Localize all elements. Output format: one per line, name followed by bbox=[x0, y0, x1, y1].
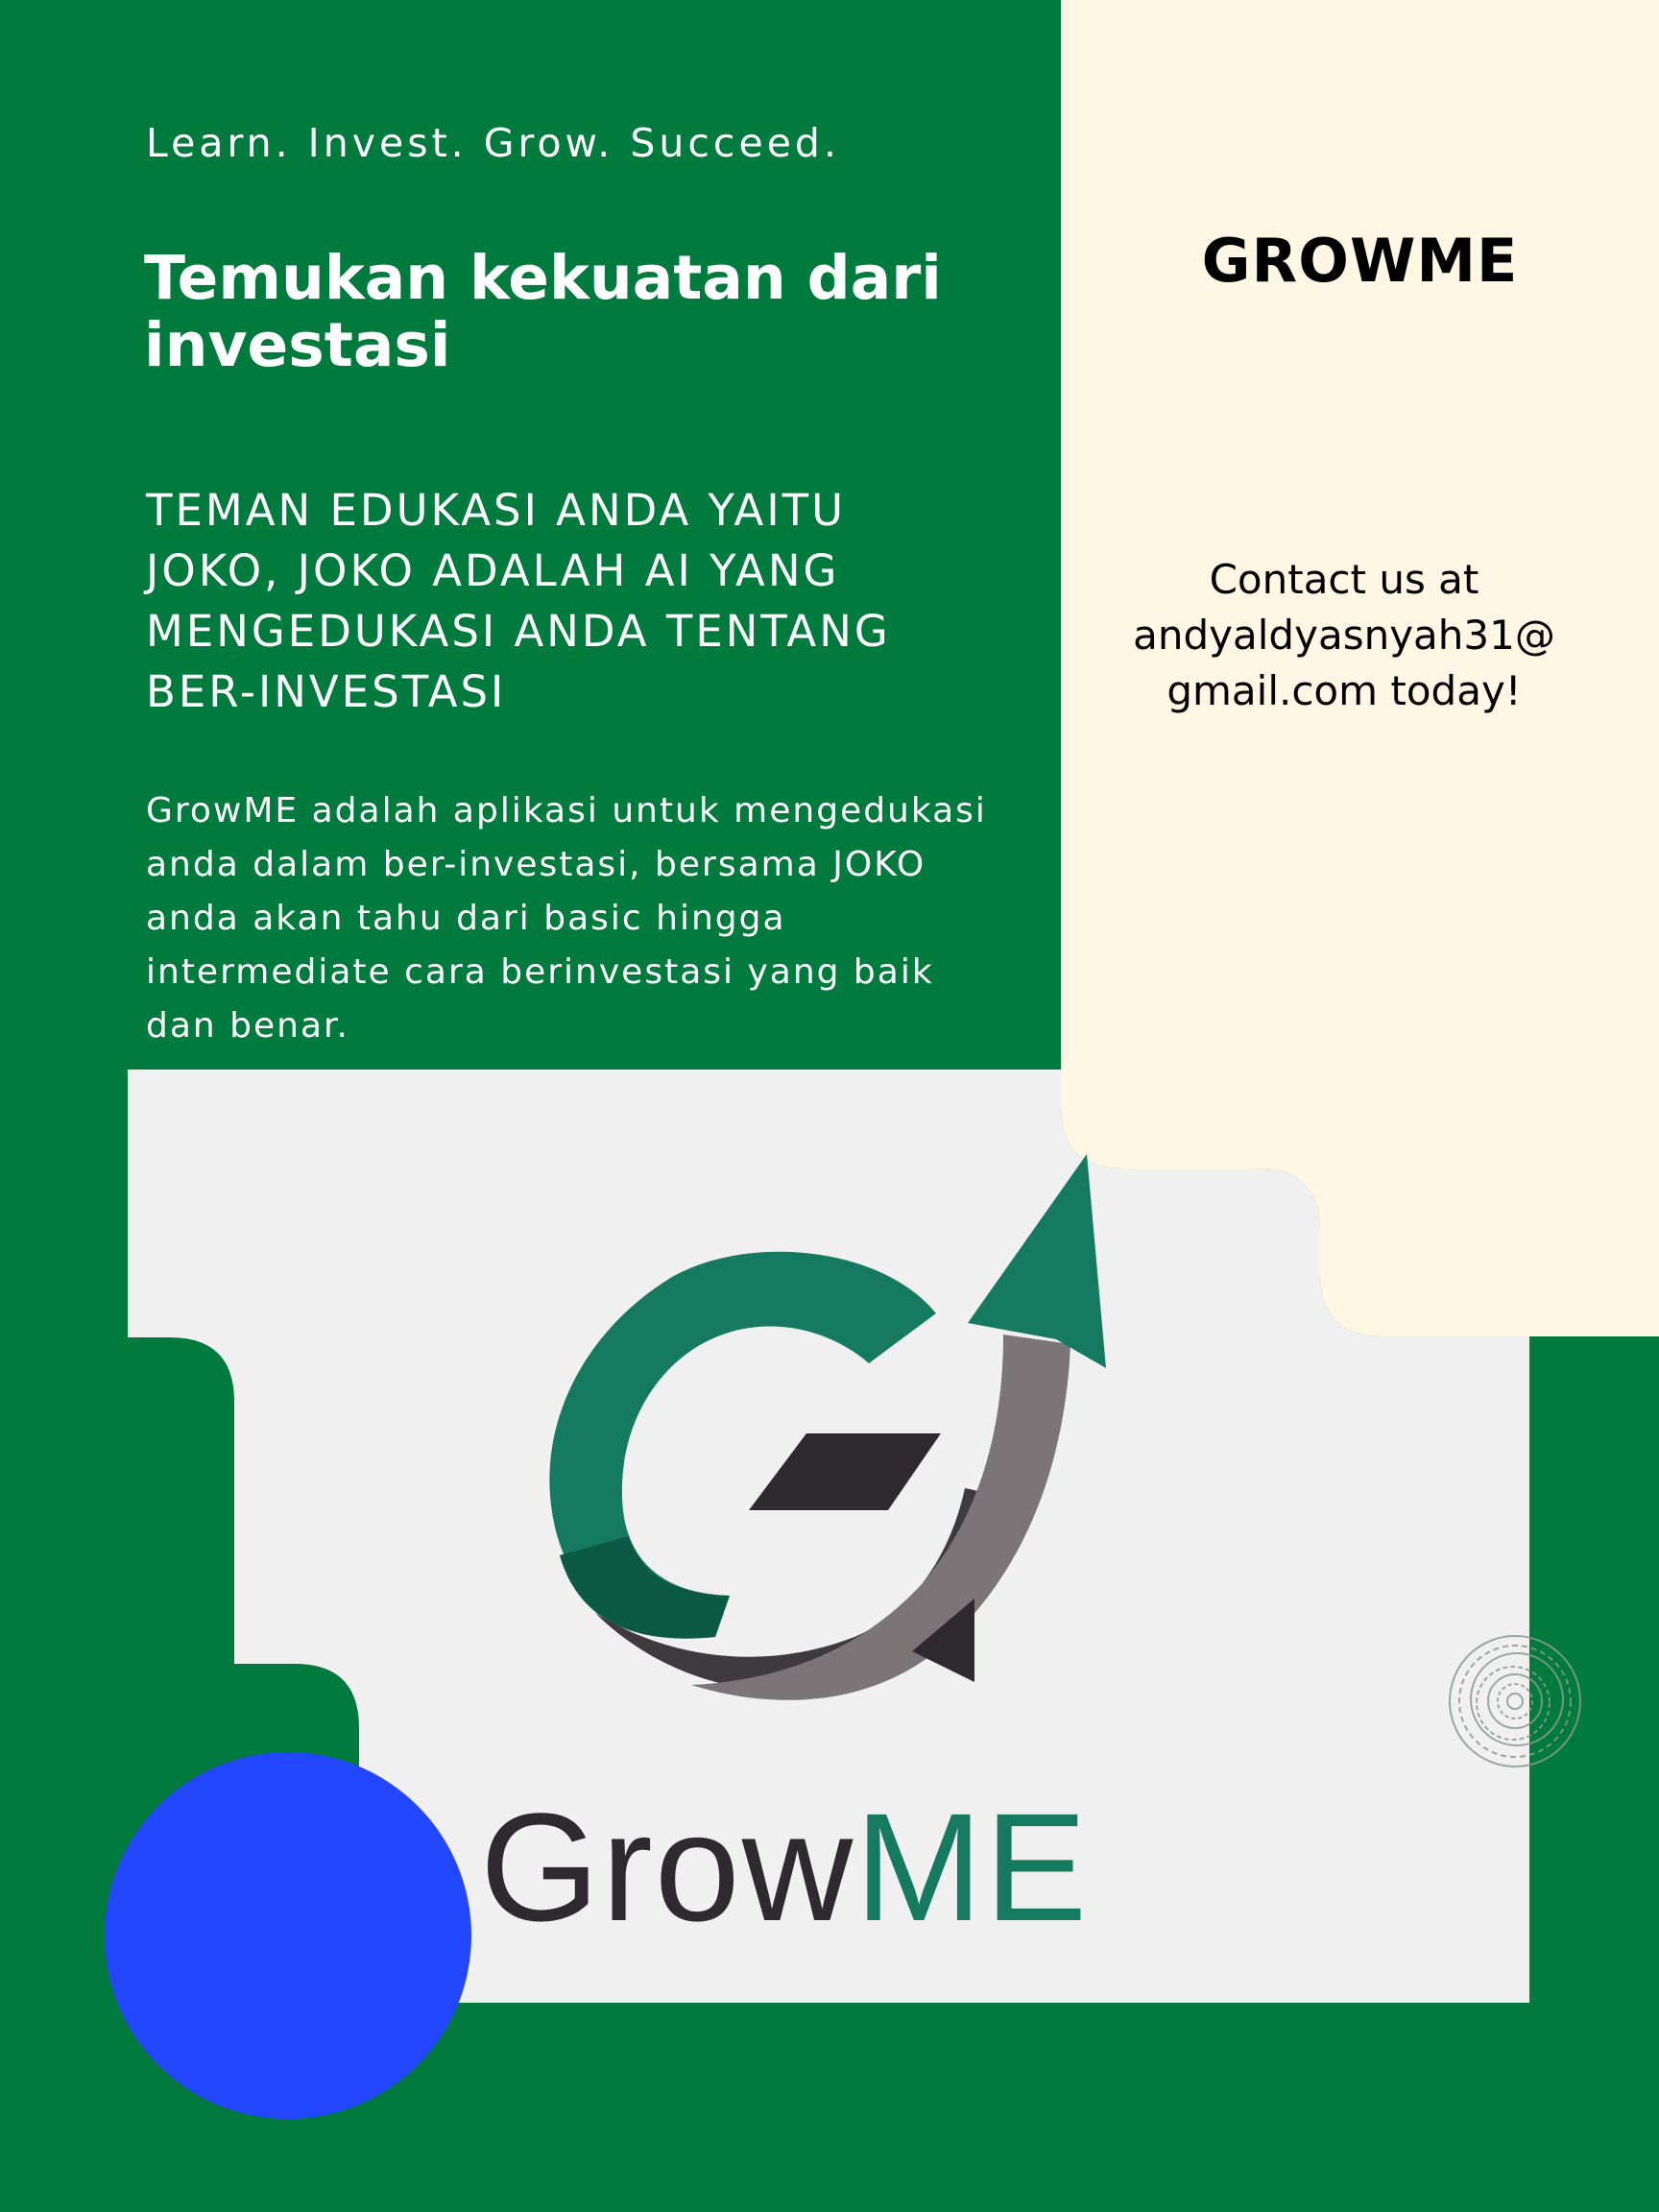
logo-swoosh-tip bbox=[912, 1599, 974, 1682]
brand-name: GROWME bbox=[1201, 226, 1519, 296]
logo-panel bbox=[128, 1070, 1529, 2003]
tagline: Learn. Invest. Grow. Succeed. bbox=[146, 120, 840, 166]
logo-g-bar bbox=[749, 1433, 941, 1510]
logo-wordmark-grow: Grow bbox=[480, 1781, 854, 1953]
logo-g-arc bbox=[549, 1251, 936, 1639]
textured-circle bbox=[1449, 1635, 1581, 1767]
logo-wordmark-me: ME bbox=[854, 1781, 1089, 1953]
growme-logo-icon bbox=[549, 1154, 1106, 1700]
cream-panel bbox=[1061, 0, 1659, 1336]
arrow-up-icon bbox=[968, 1154, 1106, 1368]
logo-swoosh-gray bbox=[691, 1334, 1070, 1700]
subheading: TEMAN EDUKASI ANDA YAITU JOKO, JOKO ADAL… bbox=[146, 485, 891, 717]
logo-wordmark: GrowME bbox=[480, 1781, 1089, 1953]
logo-g-shadow bbox=[560, 1536, 730, 1639]
contact-info: Contact us at andyaldyasnyah31@ gmail.co… bbox=[1133, 556, 1555, 714]
description: GrowME adalah aplikasi untuk mengedukasi… bbox=[146, 791, 987, 1046]
blue-circle bbox=[105, 1752, 471, 2119]
headline: Temukan kekuatan dari investasi bbox=[144, 243, 942, 380]
